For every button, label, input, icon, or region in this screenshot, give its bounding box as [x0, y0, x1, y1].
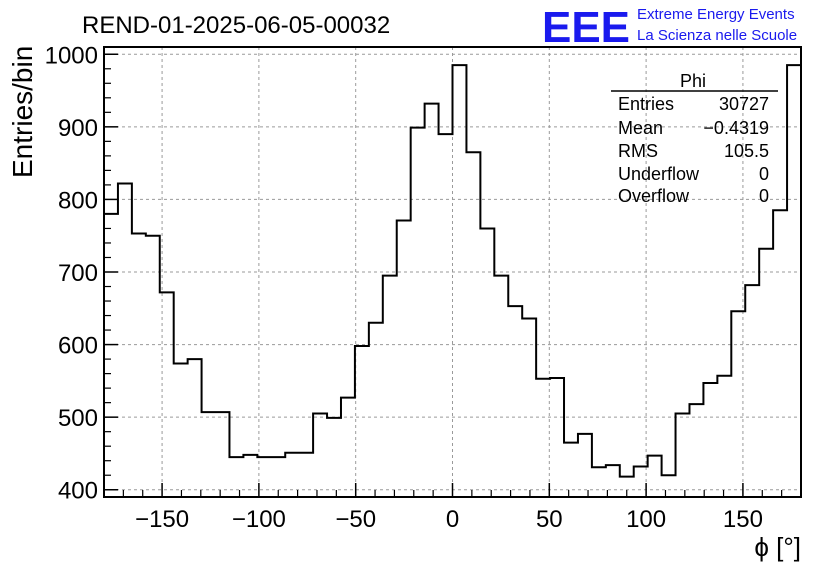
chart-title: REND-01-2025-06-05-00032	[82, 12, 390, 39]
x-tick-label: 50	[536, 506, 563, 533]
y-tick-label: 600	[58, 333, 98, 360]
y-tick-label: 500	[58, 405, 98, 432]
stat-value-underflow: 0	[759, 164, 769, 184]
y-tick-label: 900	[58, 115, 98, 142]
stats-box-title: Phi	[680, 71, 706, 91]
org-tagline: La Scienza nelle Scuole	[637, 27, 797, 44]
stat-value-overflow: 0	[759, 186, 769, 206]
x-axis-label: ϕ [°]	[754, 532, 801, 562]
x-tick-label: 100	[626, 506, 666, 533]
stat-value-entries: 30727	[719, 94, 769, 114]
x-tick-label: −50	[335, 506, 376, 533]
stat-label-underflow: Underflow	[618, 164, 700, 184]
y-tick-label: 400	[58, 478, 98, 505]
stats-box: Phi Entries 30727 Mean −0.4319 RMS 105.5…	[611, 71, 778, 206]
y-tick-label: 700	[58, 260, 98, 287]
x-tick-label: −150	[135, 506, 189, 533]
y-tick-label: 800	[58, 187, 98, 214]
stat-label-overflow: Overflow	[618, 186, 690, 206]
grid-lines	[104, 47, 801, 497]
histogram-line	[104, 64, 801, 478]
x-tick-label: −100	[232, 506, 286, 533]
stat-label-mean: Mean	[618, 118, 663, 138]
x-tick-label: 150	[723, 506, 763, 533]
eee-logo: EEE	[542, 3, 630, 52]
y-axis-label: Entries/bin	[7, 46, 38, 178]
org-name: Extreme Energy Events	[637, 6, 795, 23]
x-tick-label: 0	[446, 506, 459, 533]
stat-label-rms: RMS	[618, 141, 658, 161]
stat-label-entries: Entries	[618, 94, 674, 114]
stat-value-rms: 105.5	[724, 141, 769, 161]
y-tick-label: 1000	[45, 42, 98, 69]
axis-ticks: −150 −100 −50 0 50 100 150 400 500 600 700 800 900 10…	[45, 42, 802, 533]
stat-value-mean: −0.4319	[703, 118, 769, 138]
